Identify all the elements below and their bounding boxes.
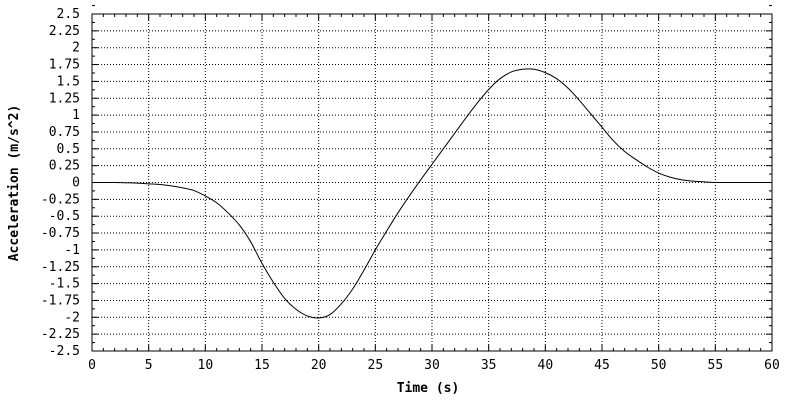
y-tick-label: 0.75: [49, 125, 80, 140]
y-tick-label: -1.25: [41, 260, 80, 275]
x-tick-label: 60: [764, 358, 780, 373]
y-axis-title: Acceleration (m/s^2): [7, 105, 22, 262]
y-tick-label: -0.5: [49, 209, 80, 224]
y-tick-label: 2.25: [49, 24, 80, 39]
y-tick-label: 1.75: [49, 58, 80, 73]
x-tick-label: 35: [481, 358, 497, 373]
x-axis-title: Time (s): [397, 381, 460, 396]
x-tick-label: 10: [198, 358, 214, 373]
x-tick-label: 55: [708, 358, 724, 373]
y-tick-label: 1.5: [57, 74, 80, 89]
x-axis: 0 5 10 15 20 25 30 35 40 45 50 55 60: [88, 14, 780, 373]
y-tick-label: 0.25: [49, 159, 80, 174]
y-tick-label: 1.25: [49, 91, 80, 106]
y-tick-label: 0.5: [57, 142, 80, 157]
y-tick-label: -0.25: [41, 192, 80, 207]
x-tick-label: 30: [424, 358, 440, 373]
x-tick-label: 15: [254, 358, 270, 373]
y-tick-label: -2.25: [41, 327, 80, 342]
grid: [92, 14, 772, 351]
x-tick-label: 40: [538, 358, 554, 373]
series-line: [91, 68, 772, 319]
y-tick-label: 2: [72, 41, 80, 56]
y-tick-label: -1.75: [41, 293, 80, 308]
y-tick-label: -1: [64, 243, 80, 258]
x-tick-label: 50: [651, 358, 667, 373]
x-tick-label: 5: [145, 358, 153, 373]
y-tick-label: -0.75: [41, 226, 80, 241]
y-tick-label: 0: [72, 176, 80, 191]
x-tick-label: 25: [368, 358, 384, 373]
y-tick-label: -2: [64, 310, 80, 325]
y-tick-label: -1.5: [49, 277, 80, 292]
x-tick-label: 45: [594, 358, 610, 373]
y-tick-label: 2.5: [57, 7, 80, 22]
x-tick-label: 0: [88, 358, 96, 373]
y-axis: 2.5 2.25 2 1.751.5 1.25 1 0.75 0.5 0.25 0-0.25 -0.…: [41, 5, 772, 359]
x-tick-label: 20: [311, 358, 327, 373]
y-tick-label: -2.5: [49, 344, 80, 359]
y-tick-label: 1: [72, 108, 80, 123]
